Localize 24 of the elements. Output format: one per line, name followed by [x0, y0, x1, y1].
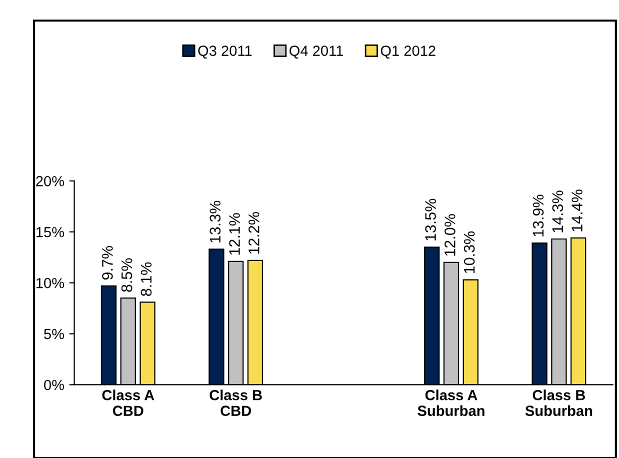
x-tick-label: Class A Suburban — [418, 390, 484, 416]
data-label: 13.3% — [210, 200, 221, 242]
data-label: 14.3% — [552, 190, 564, 232]
y-tick-label: 5% — [44, 328, 64, 340]
data-label: 9.7% — [102, 246, 113, 280]
data-label: 8.1% — [140, 262, 152, 296]
data-label: 8.5% — [121, 258, 132, 292]
data-label: 12.1% — [229, 213, 240, 255]
x-tick-label: Class A CBD — [102, 390, 154, 416]
legend-label: Q3 2011 — [198, 46, 252, 59]
y-tick-label: 0% — [44, 380, 64, 390]
data-label: 14.4% — [572, 190, 582, 232]
data-label: 10.3% — [464, 231, 475, 274]
data-label: 13.9% — [532, 194, 544, 236]
data-label: 13.5% — [425, 198, 436, 240]
data-label: 12.2% — [248, 212, 260, 254]
legend-label: Q1 2012 — [380, 46, 436, 59]
legend-label: Q4 2011 — [290, 46, 343, 59]
y-tick-label: 15% — [36, 227, 64, 238]
x-tick-label: Class B CBD — [210, 390, 262, 416]
x-tick-label: Class B Suburban — [525, 390, 592, 416]
y-tick-label: 10% — [36, 278, 64, 288]
data-label: 12.0% — [444, 214, 456, 256]
y-tick-label: 20% — [36, 176, 64, 186]
